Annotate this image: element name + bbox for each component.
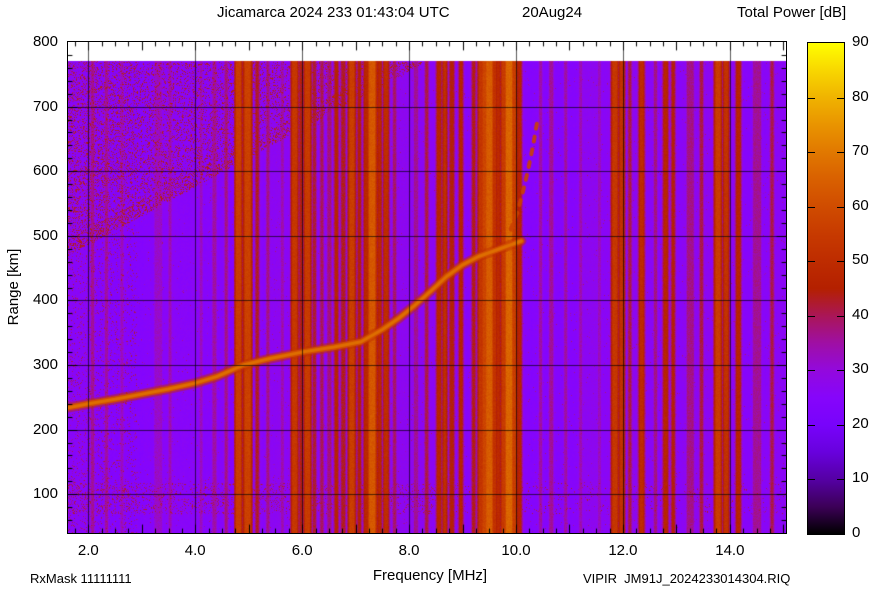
colorbar-tick	[808, 98, 815, 99]
y-tick-label: 500	[32, 226, 58, 244]
colorbar-tick	[837, 425, 844, 426]
y-tick-label: 600	[32, 162, 58, 180]
filename-label: VIPIR JM91J_2024233014304.RIQ	[583, 571, 791, 586]
x-tick-label: 8.0	[398, 542, 420, 559]
x-tick-label: 6.0	[291, 542, 313, 559]
colorbar-title: Total Power [dB]	[737, 4, 847, 21]
colorbar-tick-label: 60	[852, 196, 869, 214]
colorbar-tick	[808, 425, 815, 426]
x-tick-label: 2.0	[77, 542, 99, 559]
plot-date: 20Aug24	[522, 4, 583, 21]
ionogram-heatmap-canvas	[68, 42, 786, 533]
colorbar-tick-label: 0	[852, 524, 861, 541]
y-tick-label: 700	[32, 97, 58, 115]
plot-title: Jicamarca 2024 233 01:43:04 UTC	[217, 4, 450, 21]
y-tick-label: 200	[32, 420, 58, 438]
y-tick-label: 300	[32, 356, 58, 374]
colorbar-tick	[837, 479, 844, 480]
colorbar-gradient	[808, 43, 844, 534]
colorbar-tick-label: 70	[852, 142, 869, 160]
plot-box	[67, 41, 787, 534]
x-tick-label: 14.0	[715, 542, 745, 559]
colorbar-tick	[808, 370, 815, 371]
rxmask-label: RxMask 11111111	[30, 571, 132, 586]
colorbar-tick-label: 40	[852, 305, 869, 323]
colorbar-tick	[808, 316, 815, 317]
x-tick-label: 10.0	[501, 542, 531, 559]
y-axis-label: Range [km]	[5, 248, 22, 326]
colorbar	[807, 42, 845, 535]
colorbar-tick	[808, 261, 815, 262]
colorbar-tick-label: 10	[852, 469, 869, 487]
colorbar-tick	[808, 207, 815, 208]
colorbar-tick	[837, 207, 844, 208]
colorbar-tick	[837, 152, 844, 153]
x-axis-label: Frequency [MHz]	[372, 567, 488, 584]
colorbar-tick	[837, 316, 844, 317]
y-tick-label: 800	[32, 33, 58, 50]
colorbar-tick-label: 50	[852, 251, 869, 269]
colorbar-tick-label: 90	[852, 33, 869, 50]
colorbar-tick	[837, 261, 844, 262]
colorbar-tick-label: 20	[852, 414, 869, 432]
colorbar-tick	[837, 370, 844, 371]
x-tick-label: 12.0	[608, 542, 638, 559]
y-tick-label: 100	[32, 485, 58, 503]
colorbar-tick-label: 80	[852, 87, 869, 105]
colorbar-tick	[837, 98, 844, 99]
colorbar-tick	[808, 152, 815, 153]
x-tick-label: 4.0	[184, 542, 206, 559]
colorbar-tick-label: 30	[852, 360, 869, 378]
colorbar-tick	[808, 479, 815, 480]
y-tick-label: 400	[32, 291, 58, 309]
